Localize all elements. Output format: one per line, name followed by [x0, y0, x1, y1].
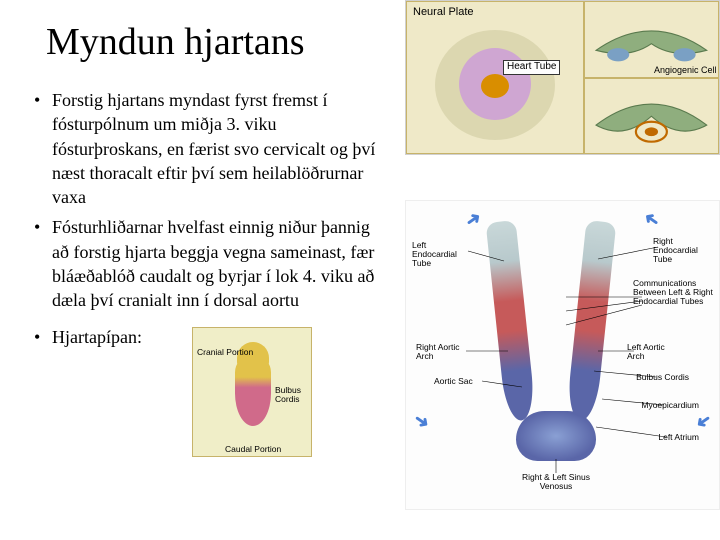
panel-embryo: Neural Plate Heart Tube — [406, 1, 584, 154]
figure-endocardial-tubes: ➜ ➜ ➜ ➜ Left Endocardial Tube Right Endo… — [405, 200, 720, 510]
label-neural-plate: Neural Plate — [413, 6, 474, 18]
bullet-text: Fósturhliðarnar hvelfast einnig niður þa… — [52, 215, 380, 312]
list-item: • Fósturhliðarnar hvelfast einnig niður … — [30, 215, 380, 312]
cross-section-icon — [585, 79, 718, 154]
bullet-text: Forstig hjartans myndast fyrst fremst í … — [52, 88, 380, 209]
leader-lines-icon — [406, 201, 720, 510]
bullet-dot: • — [30, 215, 52, 312]
list-item: • Forstig hjartans myndast fyrst fremst … — [30, 88, 380, 209]
slide: Myndun hjartans • Forstig hjartans mynda… — [0, 0, 720, 540]
bullet-dot: • — [30, 88, 52, 209]
text-column: • Forstig hjartans myndast fyrst fremst … — [30, 88, 390, 457]
hjartapipan-label: Hjartapípan: — [52, 327, 192, 348]
heart-tube-text: Heart Tube — [507, 61, 556, 72]
panel-cross-1: Angiogenic Cell Clusters — [584, 1, 719, 78]
figure-neural-plate: Neural Plate Heart Tube Angiogenic Cell … — [405, 0, 720, 155]
figure-column: Neural Plate Heart Tube Angiogenic Cell … — [405, 0, 720, 155]
label-heart-tube: Heart Tube — [503, 60, 560, 75]
label-cranial: Cranial Portion — [197, 348, 253, 357]
label-angiogenic: Angiogenic Cell Clusters — [654, 65, 714, 75]
label-caudal: Caudal Portion — [225, 445, 281, 454]
bullet-dot: • — [30, 327, 52, 348]
embryo-core — [481, 74, 509, 98]
panel-cross-2 — [584, 78, 719, 155]
figure-heart-tube: Cranial Portion Bulbus Cordis Caudal Por… — [192, 327, 312, 457]
label-bulbus: Bulbus Cordis — [275, 386, 309, 404]
bullet-list: • Forstig hjartans myndast fyrst fremst … — [30, 88, 380, 313]
heart-tube-body-shape — [235, 356, 271, 426]
hjartapipan-row: • Hjartapípan: Cranial Portion Bulbus Co… — [30, 327, 380, 457]
